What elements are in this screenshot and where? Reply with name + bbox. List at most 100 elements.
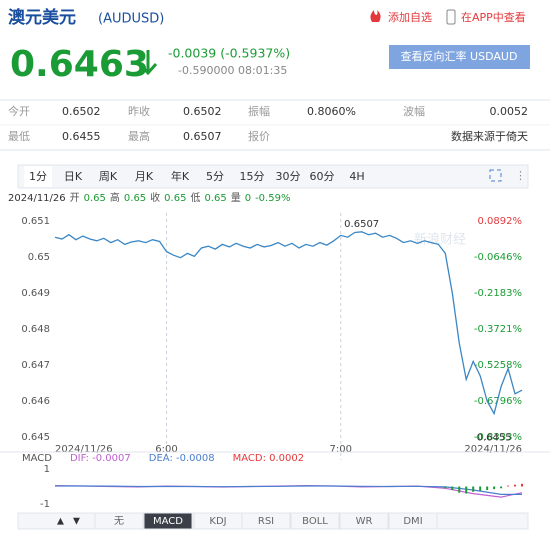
indicator-tab[interactable] (94, 512, 144, 530)
phone-icon (446, 9, 456, 25)
low-label: 0.6455 (477, 433, 512, 444)
indicator-tab[interactable] (388, 512, 438, 530)
indicator-tab[interactable] (241, 512, 291, 530)
macd-bar (451, 486, 454, 491)
tab[interactable]: 60分 (310, 170, 335, 183)
stat-label: 昨收 (128, 104, 150, 118)
stat-value: 0.6455 (62, 130, 101, 143)
stat-value: 0.6502 (183, 105, 222, 118)
macd-bar (486, 486, 489, 491)
price: 0.6463 (10, 44, 149, 85)
macd-bar (465, 486, 468, 494)
macd-y-tick: -1 (40, 499, 50, 510)
info-item: 0.65 (124, 193, 146, 204)
info-item: -0.59% (255, 193, 290, 204)
tab[interactable]: 年K (171, 169, 190, 183)
code: (AUDUSD) (98, 12, 164, 27)
macd-bar (514, 484, 517, 487)
stat-label: 今开 (8, 104, 30, 118)
tab[interactable]: 15分 (240, 170, 265, 183)
menu-icon[interactable]: ⋮ (515, 169, 526, 182)
high-label: 0.6507 (344, 219, 379, 230)
indicator-label[interactable]: DMI (403, 516, 422, 527)
stat-value: 0.6502 (62, 105, 101, 118)
indicator-label[interactable]: RSI (258, 516, 274, 527)
y-tick-label: 0.645 (21, 432, 50, 443)
down-button[interactable]: ▼ (73, 517, 80, 527)
tab[interactable]: 日K (64, 170, 83, 183)
reverse-button-label[interactable]: 查看反向汇率 USDAUD (401, 49, 518, 63)
quote-detail: -0.590000 08:01:35 (178, 64, 287, 77)
tab[interactable]: 4H (349, 170, 364, 183)
info-item: 高 (110, 191, 120, 204)
tab-selected[interactable] (24, 166, 52, 187)
macd-title: MACD (22, 453, 52, 464)
x-tick-label: 7:00 (330, 444, 352, 455)
y-tick-label: 0.648 (21, 324, 50, 335)
indicator-label[interactable]: MACD (153, 516, 183, 527)
stat-label: 最高 (128, 129, 150, 143)
info-date: 2024/11/26 (8, 193, 66, 204)
price-line (54, 231, 523, 416)
fire-icon (370, 10, 381, 22)
macd-bar (479, 486, 482, 491)
info-item: 0.65 (84, 193, 106, 204)
info-item: 低 (190, 191, 200, 204)
fullscreen-icon[interactable] (489, 169, 502, 182)
macd-bar (521, 483, 523, 487)
y2-tick-label: -0.6796% (474, 396, 522, 407)
info-item: 量 (231, 192, 241, 204)
y-tick-label: 0.646 (21, 396, 50, 407)
stat-value: 0.8060% (307, 105, 356, 118)
down-arrow (138, 50, 158, 76)
y-tick-label: 0.65 (28, 252, 50, 263)
tab[interactable]: 月K (135, 170, 154, 183)
stat-label: 波幅 (403, 105, 425, 118)
macd-bar (493, 486, 496, 490)
tab-bar (17, 164, 529, 189)
stat-value: 0.6507 (183, 130, 222, 143)
macd-line (55, 485, 522, 495)
y2-tick-label: -0.3721% (474, 324, 522, 335)
y-tick-label: 0.651 (21, 216, 50, 227)
tab[interactable]: 1分 (29, 170, 47, 183)
indicator-tab[interactable] (290, 512, 340, 530)
y-tick-label: 0.649 (21, 288, 50, 299)
reverse-button[interactable] (389, 45, 530, 69)
indicator-label[interactable]: 无 (114, 516, 124, 527)
info-item: 开 (70, 193, 80, 204)
info-item: 0 (245, 193, 251, 204)
info-item: 收 (150, 191, 160, 204)
indicator-label[interactable]: KDJ (209, 516, 226, 527)
macd-bar (507, 485, 510, 487)
add-watchlist[interactable]: 添加自选 (388, 10, 432, 24)
macd-bar (500, 486, 503, 489)
macd-bar (458, 486, 461, 493)
macd-bar (444, 486, 447, 489)
y2-tick-label: -0.5258% (474, 360, 522, 371)
macd-legend: DIF: -0.0007 (70, 453, 131, 464)
tab[interactable]: 周K (99, 170, 118, 183)
indicator-selected[interactable] (143, 512, 193, 530)
stat-label: 振幅 (248, 104, 270, 118)
open-app[interactable]: 在APP中查看 (461, 10, 526, 24)
macd-bar (472, 486, 475, 492)
indicator-label[interactable]: WR (356, 516, 373, 527)
y-tick-label: 0.647 (21, 360, 50, 371)
stat-value: 0.0052 (490, 105, 529, 118)
info-item: 0.65 (204, 193, 226, 204)
x-tick-label: 2024/11/26 (464, 444, 522, 455)
indicator-tab[interactable] (339, 512, 389, 530)
y2-tick-label: -0.2183% (474, 288, 522, 299)
indicator-label[interactable]: BOLL (302, 516, 328, 527)
stat-label: 报价 (248, 129, 270, 143)
tab[interactable]: 30分 (276, 170, 301, 183)
y2-tick-label: -0.8333% (474, 432, 522, 443)
x-tick-label: 6:00 (155, 444, 177, 455)
stat-value: 数据来源于倚天 (451, 129, 528, 143)
tab[interactable]: 5分 (206, 170, 224, 183)
change: -0.0039 (-0.5937%) (168, 46, 290, 61)
up-button[interactable]: ▲ (57, 517, 64, 527)
